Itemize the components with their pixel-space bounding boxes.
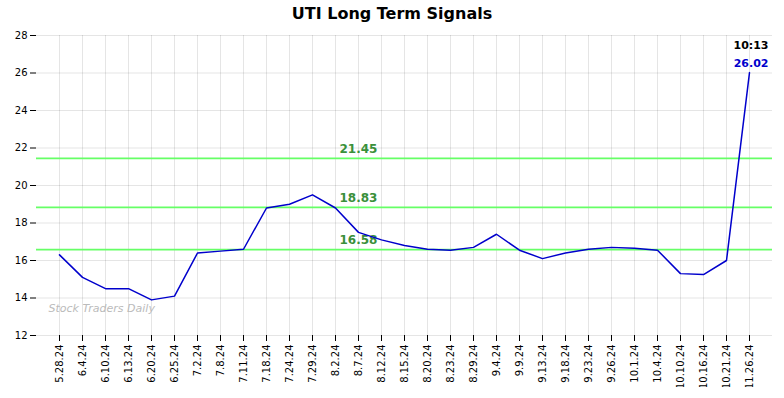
svg-text:5.28.24: 5.28.24 — [54, 345, 65, 383]
svg-text:8.2.24: 8.2.24 — [330, 345, 341, 377]
svg-text:7.11.24: 7.11.24 — [238, 345, 249, 383]
svg-text:16.58: 16.58 — [340, 233, 378, 247]
svg-text:21.45: 21.45 — [340, 142, 378, 156]
svg-text:10.1.24: 10.1.24 — [629, 345, 640, 383]
svg-text:8.7.24: 8.7.24 — [353, 345, 364, 377]
svg-text:9.26.24: 9.26.24 — [606, 345, 617, 383]
svg-text:9.23.24: 9.23.24 — [583, 345, 594, 383]
svg-text:9.9.24: 9.9.24 — [514, 345, 525, 377]
svg-text:16: 16 — [15, 255, 28, 266]
svg-text:10.16.24: 10.16.24 — [698, 345, 709, 388]
svg-text:8.29.24: 8.29.24 — [468, 345, 479, 383]
svg-text:14: 14 — [15, 292, 28, 303]
svg-text:12: 12 — [15, 330, 28, 341]
svg-text:7.2.24: 7.2.24 — [192, 345, 203, 377]
html-text:UTI Long Term Signals: UTI Long Term Signals — [291, 4, 493, 23]
svg-text:8.23.24: 8.23.24 — [445, 345, 456, 383]
svg-text:7.18.24: 7.18.24 — [261, 345, 272, 383]
svg-text:18.83: 18.83 — [340, 191, 378, 205]
svg-text:10.21.24: 10.21.24 — [721, 345, 732, 388]
svg-text:18: 18 — [15, 217, 28, 228]
svg-text:8.12.24: 8.12.24 — [376, 345, 387, 383]
svg-text:22: 22 — [15, 142, 28, 153]
svg-text:7.24.24: 7.24.24 — [284, 345, 295, 383]
svg-text:9.13.24: 9.13.24 — [537, 345, 548, 383]
svg-text:9.4.24: 9.4.24 — [491, 345, 502, 377]
svg-text:28: 28 — [15, 30, 28, 41]
svg-text:6.13.24: 6.13.24 — [123, 345, 134, 383]
svg-text:6.4.24: 6.4.24 — [77, 345, 88, 377]
svg-text:6.20.24: 6.20.24 — [146, 345, 157, 383]
svg-text:9.18.24: 9.18.24 — [560, 345, 571, 383]
svg-text:6.10.24: 6.10.24 — [100, 345, 111, 383]
svg-text:26.02: 26.02 — [734, 57, 769, 70]
svg-text:8.20.24: 8.20.24 — [422, 345, 433, 383]
svg-text:26: 26 — [15, 67, 28, 78]
svg-text:10.10.24: 10.10.24 — [675, 345, 686, 388]
svg-text:20: 20 — [15, 180, 28, 191]
svg-text:8.15.24: 8.15.24 — [399, 345, 410, 383]
svg-text:7.8.24: 7.8.24 — [215, 345, 226, 377]
svg-text:Stock Traders Daily: Stock Traders Daily — [49, 302, 156, 315]
svg-text:7.29.24: 7.29.24 — [307, 345, 318, 383]
svg-text:10.4.24: 10.4.24 — [652, 345, 663, 383]
svg-text:11.26.24: 11.26.24 — [744, 345, 755, 388]
svg-text:6.25.24: 6.25.24 — [169, 345, 180, 383]
svg-text:24: 24 — [15, 105, 28, 116]
svg-text:10:13: 10:13 — [733, 39, 768, 52]
